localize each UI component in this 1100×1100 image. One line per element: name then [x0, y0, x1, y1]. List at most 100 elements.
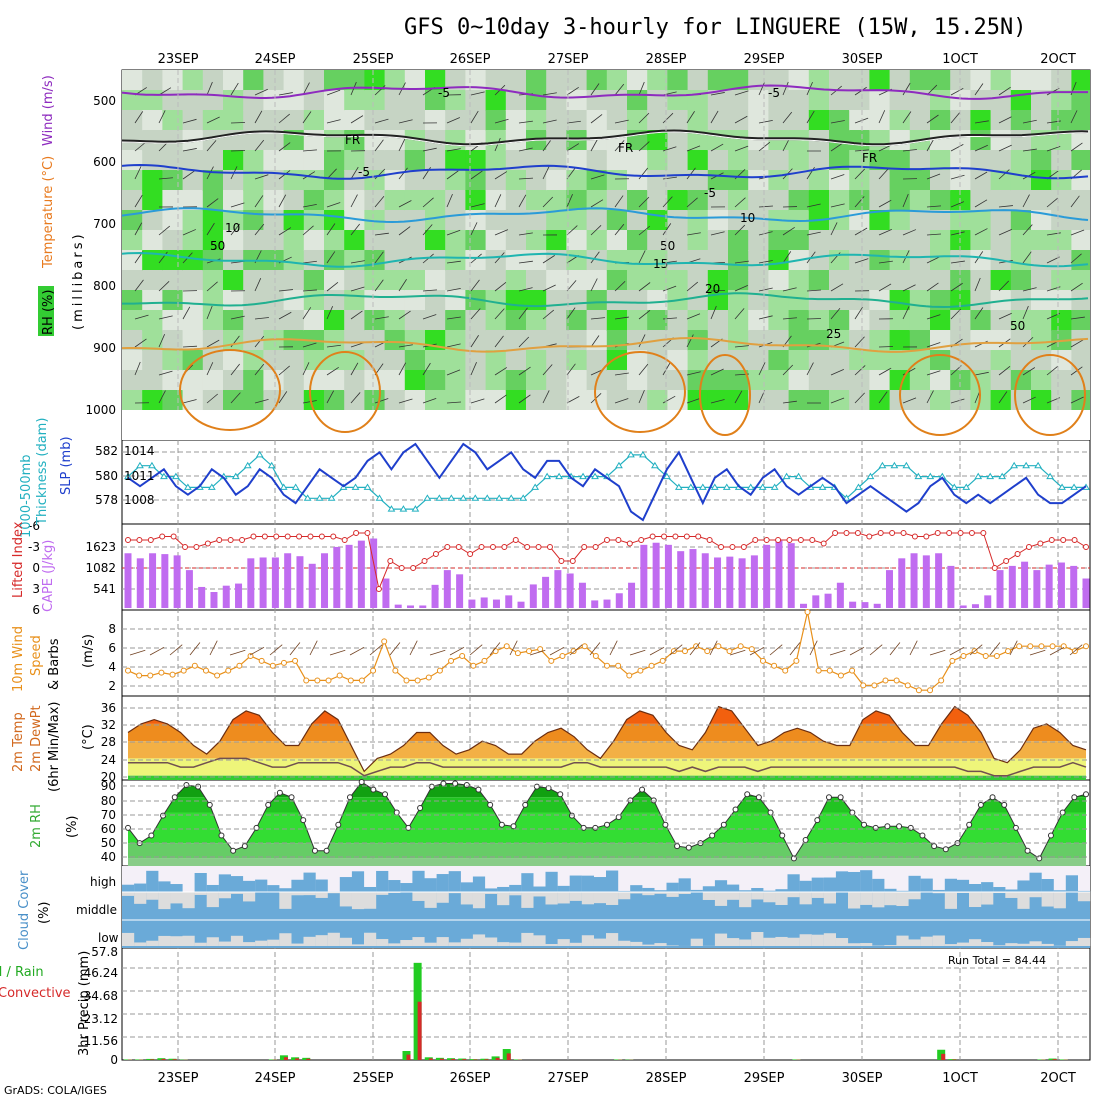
surface-wind-barb: [409, 640, 418, 656]
rh-cell: [788, 290, 810, 311]
wind-barb: [326, 390, 335, 404]
low-cloud-gap: [569, 942, 582, 946]
wind-barb: [302, 225, 314, 236]
wind-barb: [1022, 224, 1033, 236]
rh-cell: [909, 190, 931, 211]
rh-cell: [445, 250, 467, 271]
middle-cloud-gap: [908, 892, 921, 900]
cape-bar: [1045, 564, 1053, 608]
surface-wind-barb: [609, 640, 618, 656]
precip-panel: [121, 947, 1091, 1061]
wind-barb: [998, 228, 1012, 236]
rh-cell: [546, 370, 568, 391]
rh-cell: [869, 170, 891, 191]
middle-cloud-gap: [134, 892, 147, 904]
wind-barb: [1046, 232, 1061, 236]
li-line-point: [615, 537, 622, 543]
rh-cell: [283, 150, 305, 171]
wind-speed-line-point: [280, 659, 287, 666]
rh-cell: [142, 290, 164, 311]
rh-cell: [546, 190, 568, 211]
rh-cell: [909, 250, 931, 271]
rh-cell: [707, 390, 729, 410]
wind-speed-line-point: [559, 653, 566, 659]
rh-cell: [950, 270, 972, 291]
rh-cell: [950, 190, 972, 211]
rh-cell: [1051, 310, 1073, 331]
middle-cloud-gap: [969, 892, 982, 908]
li-line-point: [364, 530, 371, 536]
wind-barb: [134, 338, 147, 348]
rh-cell: [243, 350, 265, 371]
rh-cell: [909, 230, 931, 251]
rh-cell: [384, 170, 406, 191]
li-line-point: [512, 537, 519, 543]
wind-speed-line-point: [514, 650, 521, 657]
thickness-line-point: [531, 483, 540, 490]
rh-cell: [707, 190, 729, 211]
surface-wind-barb: [589, 642, 601, 656]
rh-line-point: [650, 797, 657, 804]
low-cloud-gap: [835, 938, 849, 946]
wind-barb: [878, 110, 886, 124]
rh-line-point: [463, 782, 470, 789]
wind-barb: [902, 111, 912, 124]
wind-barb: [1046, 256, 1060, 264]
wind-speed-line-point: [303, 677, 310, 684]
wind-barb: [446, 193, 453, 208]
wind-barb: [374, 139, 384, 152]
thickness-line-point: [878, 461, 887, 469]
rh-cell: [283, 230, 305, 251]
thickness-line-point: [255, 450, 264, 458]
middle-cloud-gap: [775, 892, 788, 905]
wind-barb: [782, 227, 795, 236]
li-line-point: [204, 540, 211, 547]
rh-cell: [404, 170, 426, 191]
wind-barb: [566, 363, 576, 376]
rh-cell: [970, 230, 992, 251]
rh-cell: [303, 190, 325, 211]
rh-cell: [728, 130, 749, 151]
wind-barb: [182, 345, 198, 348]
rh-cell: [829, 390, 850, 410]
rh-line-point: [604, 821, 610, 828]
contour-label: -5: [704, 186, 716, 200]
rh-cell: [930, 270, 951, 291]
rh-line-point: [557, 791, 564, 798]
wind-barb: [566, 143, 580, 152]
rh-cell: [223, 90, 244, 111]
low-cloud-gap: [739, 939, 752, 946]
rh-cell: [404, 230, 426, 251]
rh-cell: [606, 230, 628, 251]
wind-tick: 2: [108, 679, 116, 693]
rh-cell: [344, 270, 366, 291]
li-line-point: [501, 544, 508, 550]
rh-cell: [162, 270, 184, 291]
rh-line-point: [814, 817, 821, 824]
li-line-point: [432, 551, 439, 557]
surface-wind-barb: [529, 649, 546, 656]
surface-wind-barb: [469, 644, 483, 656]
rh-cell: [687, 370, 709, 391]
rh-cell: [425, 370, 446, 391]
wind-barb: [182, 148, 197, 152]
wind-barb: [470, 203, 485, 208]
rh-cell: [586, 270, 608, 291]
rh-cell: [364, 290, 386, 311]
rh-cell: [162, 330, 184, 351]
thickness-line-point: [136, 461, 144, 469]
rh-cell: [485, 170, 507, 191]
low-cloud-gap: [364, 932, 377, 946]
wind-barb: [494, 335, 504, 348]
cape-bar: [1021, 561, 1029, 608]
rh-cell: [182, 150, 204, 171]
rh-cell: [142, 190, 164, 211]
temp-tick: 20: [101, 770, 116, 784]
wind-barb: [158, 110, 166, 124]
rh-cell: [627, 370, 648, 391]
li-line-point: [535, 544, 542, 550]
wind-barb: [278, 142, 291, 152]
rh-cell: [667, 350, 689, 371]
cape-bar: [1082, 578, 1090, 608]
convective-bar: [406, 1054, 411, 1060]
